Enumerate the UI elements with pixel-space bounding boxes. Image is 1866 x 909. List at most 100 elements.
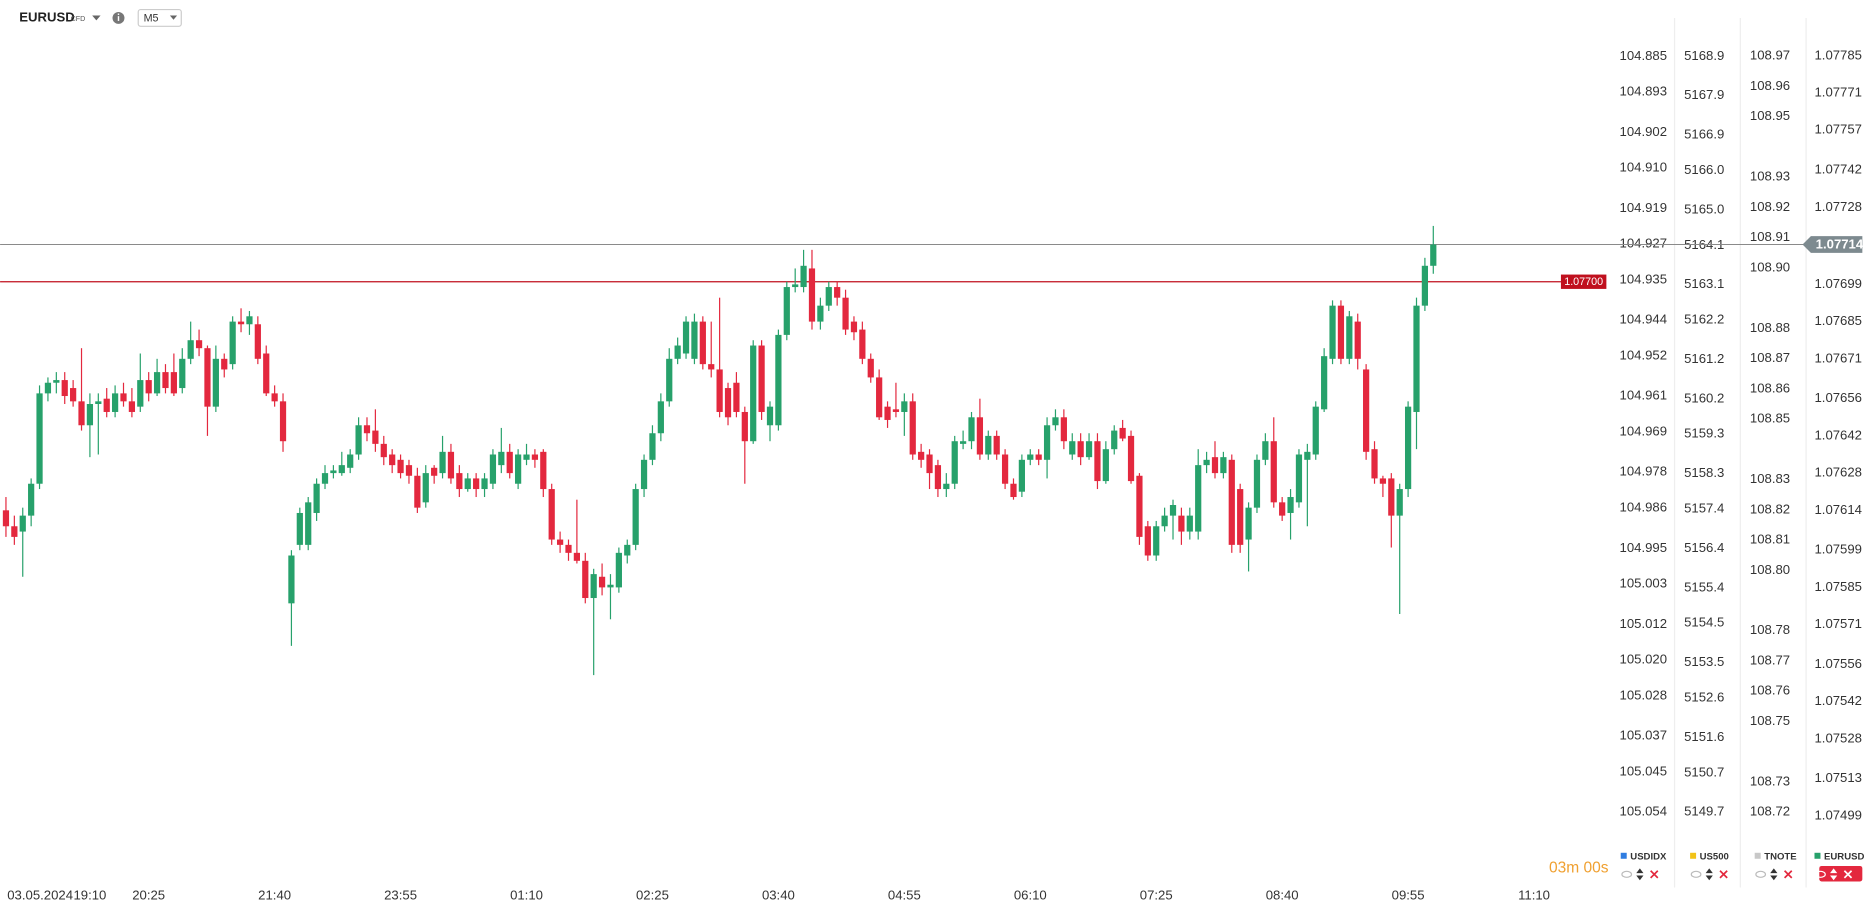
candle-body: [1144, 526, 1151, 556]
candle-body: [708, 364, 715, 370]
y-tick-label: 5165.0: [1684, 201, 1724, 216]
y-tick-label: 104.935: [1620, 271, 1668, 286]
legend-swatch: [1754, 852, 1761, 859]
y-tick-label: 108.77: [1750, 652, 1790, 667]
reorder-arrows[interactable]: [1770, 868, 1778, 881]
y-tick-label: 108.81: [1750, 532, 1790, 547]
toggle-visibility[interactable]: [1690, 870, 1702, 878]
candle-body: [380, 443, 387, 458]
reorder-arrows[interactable]: [1705, 868, 1713, 881]
reorder-arrows[interactable]: [1830, 868, 1838, 881]
remove-series[interactable]: [1843, 870, 1853, 879]
y-tick-label: 104.995: [1620, 540, 1668, 555]
y-tick-label: 105.003: [1620, 576, 1668, 591]
candle-body: [834, 287, 841, 298]
toggle-visibility[interactable]: [1815, 870, 1826, 878]
candle-body: [607, 584, 614, 588]
toggle-visibility[interactable]: [1621, 870, 1633, 878]
candle-body: [1169, 505, 1177, 516]
toggle-visibility[interactable]: [1755, 870, 1767, 878]
candle-body: [1211, 457, 1219, 474]
y-tick-label: 5151.6: [1684, 729, 1724, 744]
candle-body: [943, 483, 950, 490]
y-tick-label: 5166.0: [1684, 162, 1724, 177]
remove-series[interactable]: [1650, 870, 1659, 879]
candle-body: [724, 388, 732, 418]
symbol-dropdown[interactable]: [92, 15, 101, 21]
candle-body: [137, 380, 144, 407]
candle-body: [271, 393, 278, 402]
candle-body: [1245, 507, 1252, 540]
y-tick-label: 5152.6: [1684, 690, 1724, 705]
candle-body: [397, 459, 404, 474]
candle-body: [1060, 417, 1067, 442]
candle-body: [590, 574, 597, 599]
symbol-type: CFD: [71, 15, 86, 23]
candle-body: [985, 435, 992, 455]
y-tick-label: 108.95: [1750, 108, 1790, 123]
timeframe-caret: [169, 15, 178, 20]
y-tick-label: 108.83: [1750, 471, 1790, 486]
y-tick-label: 108.90: [1750, 259, 1790, 274]
candle-body: [960, 441, 967, 444]
y-tick-label: 108.96: [1750, 78, 1790, 93]
candle-body: [775, 334, 782, 426]
x-tick-label: 08:40: [1266, 887, 1299, 902]
y-tick-label: 1.07585: [1814, 579, 1862, 594]
candle-body: [498, 451, 505, 466]
candle-body: [473, 478, 480, 490]
candle-body: [976, 417, 984, 455]
candle-body: [523, 454, 530, 460]
candle-body: [918, 451, 925, 460]
y-tick-label: 108.82: [1750, 501, 1790, 516]
candle-body: [321, 473, 329, 484]
candle-body: [28, 483, 35, 516]
reorder-arrows[interactable]: [1636, 868, 1644, 881]
candle-body: [1304, 451, 1311, 460]
candle-body: [1018, 459, 1025, 492]
candle-body: [682, 321, 690, 354]
candle-body: [1136, 475, 1143, 537]
x-tick-label: 01:10: [510, 887, 543, 902]
candle-body: [61, 380, 68, 397]
y-tick-label: 1.07699: [1814, 276, 1862, 291]
y-tick-label: 104.969: [1620, 423, 1668, 438]
legend-controls: [1621, 868, 1659, 881]
y-tick-label: 5167.9: [1684, 87, 1724, 102]
y-tick-label: 108.85: [1750, 411, 1790, 426]
candle-body: [128, 401, 136, 412]
legend-swatch: [1620, 852, 1627, 859]
legend-controls: [1690, 868, 1728, 881]
y-tick-label: 5149.7: [1684, 804, 1724, 819]
y-tick-label: 1.07671: [1814, 350, 1862, 365]
remove-series[interactable]: [1783, 870, 1793, 879]
y-tick-label: 104.961: [1620, 388, 1668, 403]
candle-body: [1069, 441, 1076, 455]
candle-body: [766, 406, 774, 426]
candle-body: [363, 425, 371, 434]
candle-body: [103, 398, 110, 412]
y-tick-label: 5163.1: [1684, 276, 1724, 291]
y-tick-label: 108.78: [1750, 622, 1790, 637]
y-tick-label: 108.80: [1750, 562, 1790, 577]
candle-body: [1379, 478, 1387, 484]
candle-body: [338, 465, 345, 474]
y-tick-label: 1.07499: [1814, 807, 1862, 822]
candle-body: [615, 552, 622, 588]
candle-body: [78, 401, 85, 426]
candle-body: [187, 340, 194, 359]
candle-body: [305, 502, 312, 545]
timeframe-select[interactable]: [137, 8, 182, 27]
candle-body: [1413, 305, 1420, 412]
y-tick-label: 108.87: [1750, 350, 1790, 365]
y-tick-label: 5162.2: [1684, 312, 1724, 327]
y-tick-label: 105.054: [1620, 804, 1668, 819]
y-tick-label: 5168.9: [1684, 48, 1724, 63]
candle-body: [825, 287, 832, 306]
toolbar: EURUSD CFD M5: [19, 8, 182, 27]
candle-body: [741, 411, 748, 442]
candle-body: [1178, 515, 1185, 532]
y-tick-label: 1.07742: [1814, 162, 1862, 177]
remove-series[interactable]: [1719, 870, 1728, 879]
y-tick-label: 5160.2: [1684, 390, 1724, 405]
